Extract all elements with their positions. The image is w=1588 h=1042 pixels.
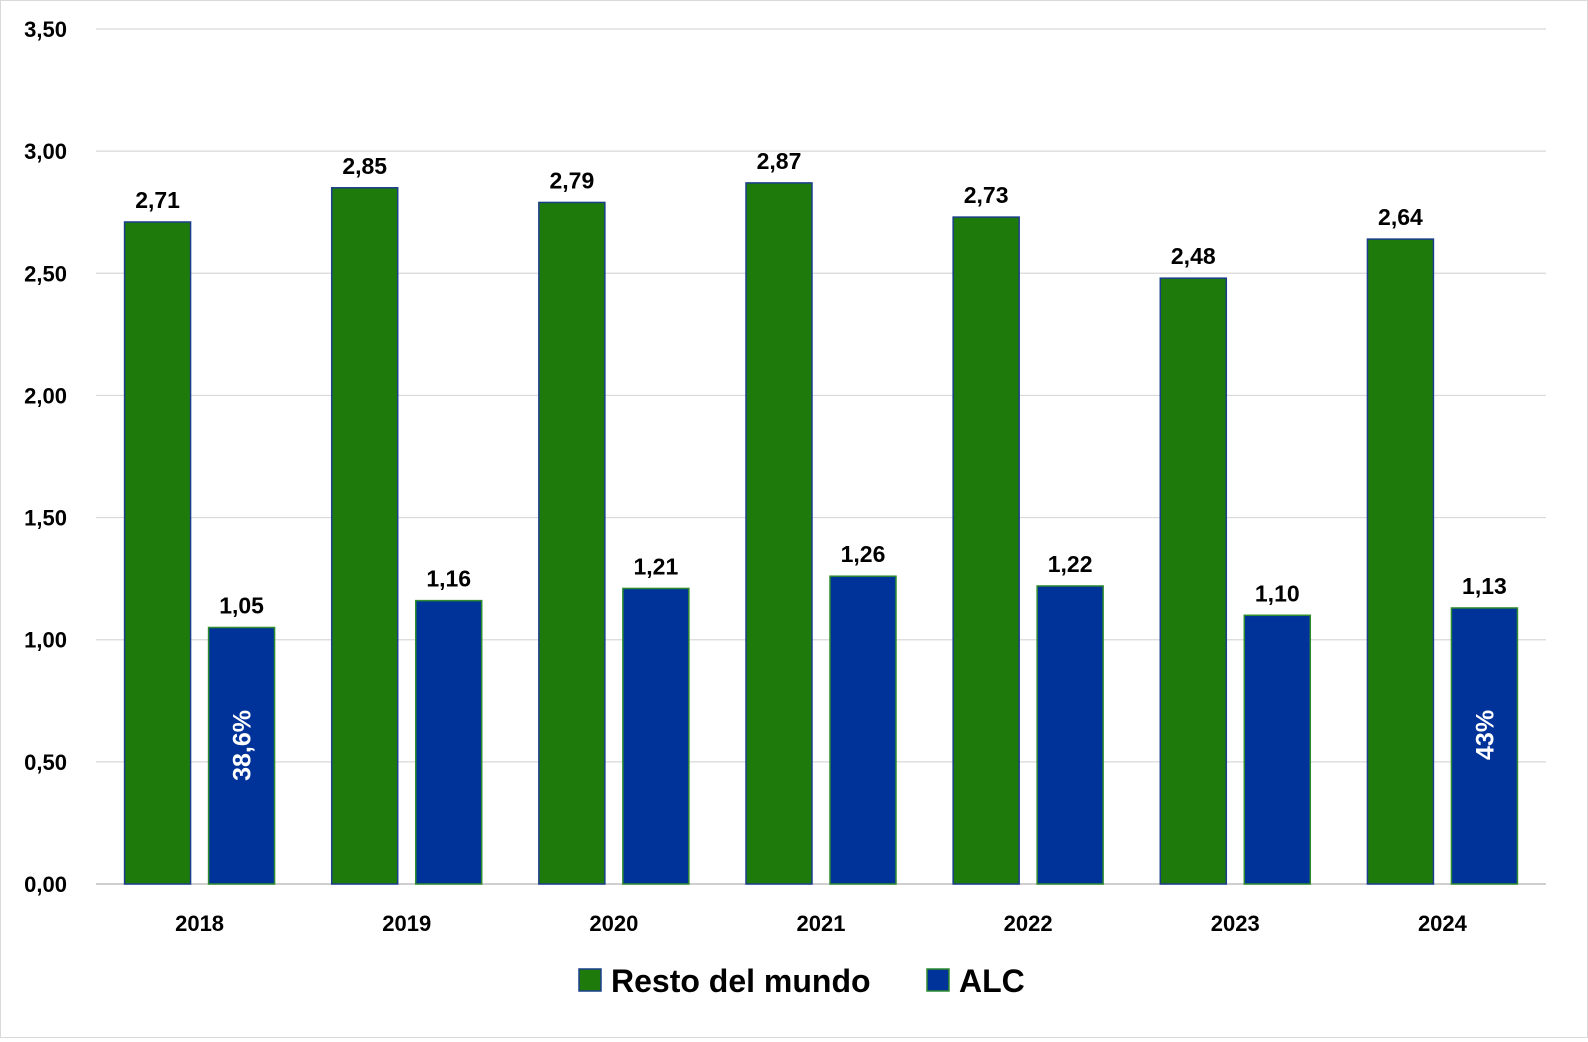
x-category-label: 2021 — [797, 911, 846, 936]
x-category-label: 2020 — [589, 911, 638, 936]
x-category-label: 2022 — [1004, 911, 1053, 936]
x-axis-category-labels: 2018 2019 2020 2021 2022 2023 2024 — [175, 911, 1468, 936]
data-label: 1,10 — [1255, 580, 1300, 606]
x-category-label: 2024 — [1418, 911, 1468, 936]
x-category-label: 2023 — [1211, 911, 1260, 936]
bar-resto-del-mundo — [538, 201, 606, 885]
bars — [123, 182, 1519, 885]
data-label: 1,05 — [219, 593, 264, 619]
data-label: 2,48 — [1171, 243, 1216, 269]
x-category-label: 2018 — [175, 911, 224, 936]
bar-resto-del-mundo — [1366, 238, 1435, 885]
data-label: 1,22 — [1048, 551, 1093, 577]
legend-label-resto-del-mundo: Resto del mundo — [611, 963, 871, 999]
data-label: 2,85 — [342, 153, 387, 179]
bar-alc — [1243, 614, 1312, 885]
data-label: 2,64 — [1378, 204, 1423, 230]
y-tick-label: 3,50 — [24, 17, 67, 42]
gridlines — [96, 28, 1546, 885]
data-label: 2,79 — [549, 167, 594, 193]
bar-alc — [829, 575, 897, 885]
bar-resto-del-mundo — [745, 182, 813, 885]
x-category-label: 2019 — [382, 911, 431, 936]
data-label: 2,71 — [135, 187, 180, 213]
y-tick-label: 2,50 — [24, 261, 67, 286]
bar-resto-del-mundo — [330, 187, 399, 885]
bar-resto-del-mundo — [952, 216, 1020, 885]
y-tick-label: 0,00 — [24, 872, 67, 897]
bar-alc — [622, 587, 690, 885]
bar-resto-del-mundo — [123, 221, 192, 885]
y-tick-label: 1,00 — [24, 628, 67, 653]
legend-swatch-alc — [926, 968, 950, 992]
y-tick-label: 0,50 — [24, 750, 67, 775]
y-tick-label: 2,00 — [24, 383, 67, 408]
legend-swatch-resto-del-mundo — [578, 968, 602, 992]
data-label: 2,87 — [757, 148, 802, 174]
y-tick-label: 3,00 — [24, 139, 67, 164]
bar-share-annotation: 43% — [1471, 710, 1499, 760]
bar-alc — [1450, 607, 1519, 885]
bar-share-annotation: 38,6% — [229, 710, 257, 781]
data-label: 1,16 — [426, 566, 471, 592]
bar-alc — [207, 626, 276, 885]
legend: Resto del mundo ALC — [578, 963, 1025, 999]
data-label: 1,21 — [633, 553, 678, 579]
data-label: 2,73 — [964, 182, 1009, 208]
y-tick-label: 1,50 — [24, 506, 67, 531]
data-labels: 2,71 1,05 38,6% 2,85 1,16 2,79 1,21 2,87 1,26 2,7… — [135, 148, 1507, 781]
legend-label-alc: ALC — [959, 963, 1025, 999]
y-axis-tick-labels: 0,00 0,50 1,00 1,50 2,00 2,50 3,00 3,50 — [24, 17, 67, 897]
bar-alc — [414, 599, 483, 885]
data-label: 1,26 — [841, 541, 886, 567]
data-label: 1,13 — [1462, 573, 1507, 599]
bar-alc — [1036, 585, 1104, 885]
bar-resto-del-mundo — [1159, 277, 1228, 885]
